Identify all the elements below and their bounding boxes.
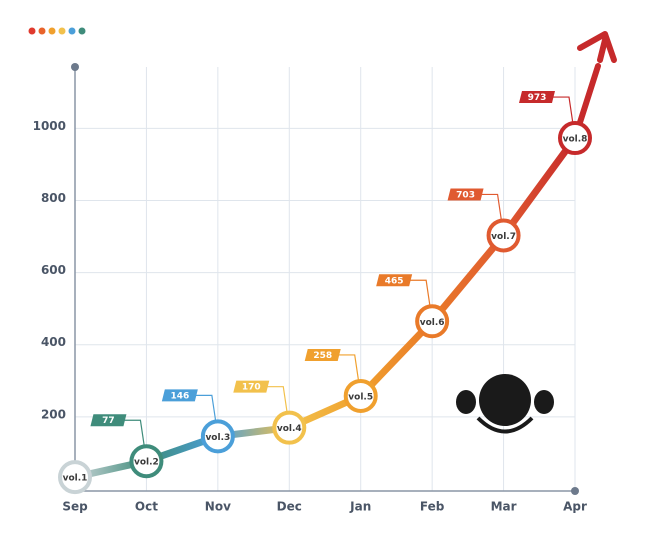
x-tick-label: Nov: [205, 500, 231, 514]
data-point: [272, 410, 307, 445]
label-leader: [195, 394, 217, 423]
x-tick-label: Apr: [563, 500, 587, 514]
value-label: 465: [385, 276, 404, 286]
y-tick-label: 400: [41, 335, 66, 349]
label-tag: [519, 91, 555, 104]
point-label: vol.2: [134, 458, 159, 468]
point-label: vol.8: [563, 135, 588, 145]
label-tag: [376, 274, 413, 287]
trend-arrow-head: [577, 31, 617, 63]
data-point: [343, 378, 378, 413]
point-label: vol.5: [348, 392, 373, 402]
value-label: 77: [102, 416, 115, 426]
data-point: [58, 460, 92, 495]
label-leader: [267, 386, 288, 414]
label-leader: [553, 96, 574, 125]
data-point: [200, 419, 235, 454]
data-line: [71, 134, 579, 481]
label-leader: [124, 419, 146, 448]
x-tick-label: Mar: [491, 500, 517, 514]
label-leader: [481, 193, 503, 222]
value-label: 170: [242, 383, 261, 393]
label-tag: [304, 348, 341, 361]
data-point: [558, 121, 592, 156]
label-tag: [233, 380, 270, 393]
value-label: 146: [170, 391, 189, 401]
y-tick-label: 600: [41, 263, 66, 277]
x-tick-label: Dec: [277, 500, 302, 514]
value-label: 973: [528, 93, 547, 103]
y-tick-label: 1000: [33, 119, 66, 133]
point-label: vol.1: [63, 474, 88, 484]
plot: vol.1 77 vol.2 146 vol.3 170 vol.4 258 vol.5 465 v…: [58, 31, 617, 495]
label-leader: [338, 354, 360, 383]
y-tick-label: 200: [41, 407, 66, 421]
brand-dots: [28, 27, 86, 35]
data-point: [486, 218, 521, 253]
x-tick-label: Jan: [349, 500, 371, 514]
label-tag: [447, 188, 484, 201]
value-label: 258: [313, 351, 332, 361]
x-tick-label: Sep: [62, 500, 88, 514]
label-tag: [161, 389, 198, 402]
point-label: vol.6: [420, 318, 445, 328]
mascot: [456, 374, 554, 434]
x-tick-label: Oct: [135, 500, 158, 514]
point-label: vol.4: [277, 424, 302, 434]
label-leader: [410, 279, 431, 308]
grid: [75, 67, 576, 491]
label-tag: [90, 414, 127, 427]
value-label: 703: [456, 190, 475, 200]
axis-end: [71, 63, 79, 71]
point-label: vol.3: [205, 433, 230, 443]
x-tick-label: Feb: [420, 500, 445, 514]
data-point: [129, 444, 164, 479]
axis-end: [571, 487, 579, 495]
data-point: [415, 304, 450, 339]
y-tick-label: 800: [41, 191, 66, 205]
point-label: vol.7: [491, 232, 516, 242]
